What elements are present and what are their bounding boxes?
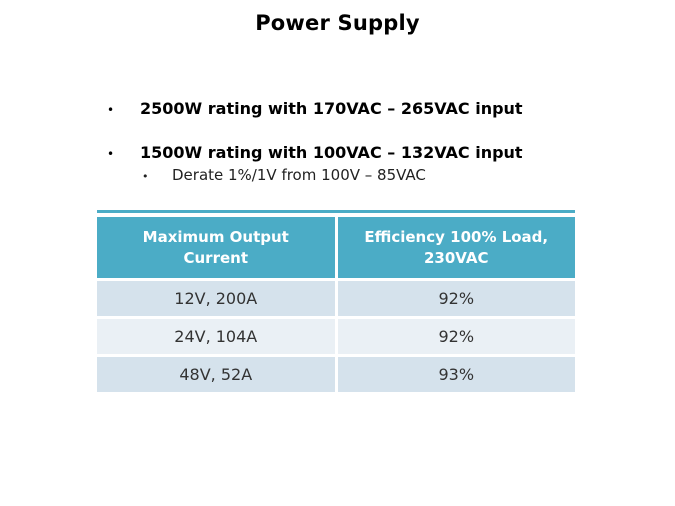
table-header-text: Maximum Output Current: [142, 228, 289, 267]
bullet-text: 2500W rating with 170VAC – 265VAC input: [140, 99, 523, 118]
table-cell-efficiency: 92%: [337, 319, 575, 354]
table-header-cell-max-output-current: Maximum Output Current: [97, 217, 335, 278]
table-cell-output: 48V, 52A: [97, 357, 335, 392]
bullet-dot-icon: •: [107, 147, 115, 161]
table-top-border: [97, 210, 575, 213]
sub-bullet-text: Derate 1%/1V from 100V – 85VAC: [172, 166, 426, 184]
table-cell-efficiency: 92%: [337, 281, 575, 316]
table-row: 24V, 104A 92%: [97, 319, 575, 354]
bullet-item-2500w: • 2500W rating with 170VAC – 265VAC inpu…: [107, 99, 523, 118]
bullet-item-1500w: • 1500W rating with 100VAC – 132VAC inpu…: [107, 143, 523, 162]
table-row: 48V, 52A 93%: [97, 357, 575, 392]
table-header-row: Maximum Output Current Efficiency 100% L…: [97, 217, 575, 278]
table-row: 12V, 200A 92%: [97, 281, 575, 316]
bullet-dot-icon: •: [107, 103, 115, 117]
table-cell-output: 12V, 200A: [97, 281, 335, 316]
page-title: Power Supply: [255, 11, 420, 35]
table-header-text: Efficiency 100% Load, 230VAC: [364, 228, 549, 267]
table-header-cell-efficiency: Efficiency 100% Load, 230VAC: [337, 217, 575, 278]
table-cell-output: 24V, 104A: [97, 319, 335, 354]
spec-table: Maximum Output Current Efficiency 100% L…: [97, 210, 575, 392]
bullet-text: 1500W rating with 100VAC – 132VAC input: [140, 143, 523, 162]
sub-bullet-item-derate: • Derate 1%/1V from 100V – 85VAC: [142, 166, 426, 184]
table-cell-efficiency: 93%: [337, 357, 575, 392]
bullet-dot-icon: •: [142, 170, 149, 183]
